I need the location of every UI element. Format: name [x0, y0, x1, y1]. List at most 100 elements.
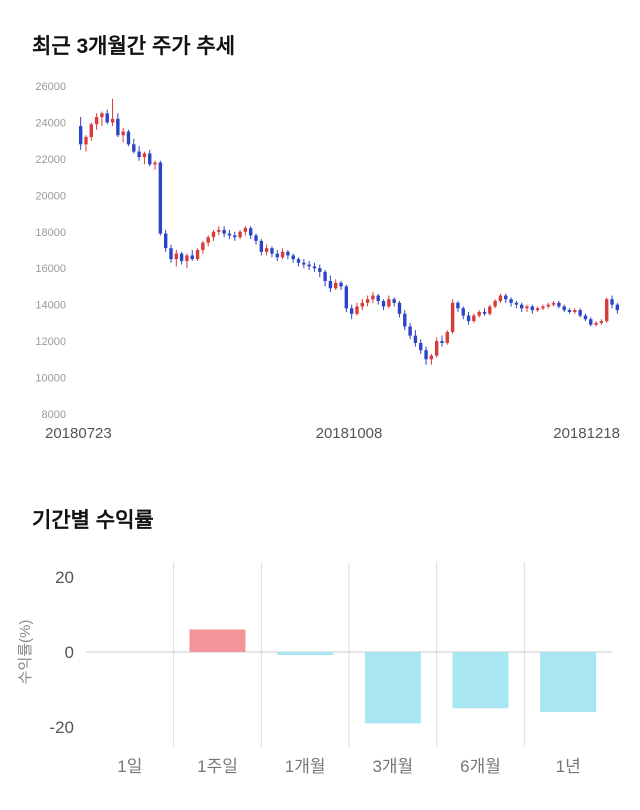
- returns-category-label: 6개월: [460, 757, 501, 776]
- candle-body: [472, 315, 476, 322]
- candle-body: [302, 262, 306, 265]
- candle-body: [434, 341, 439, 356]
- candle-body: [615, 304, 620, 311]
- candle-body: [403, 313, 407, 327]
- candle-body: [323, 271, 327, 281]
- candle-body: [381, 301, 386, 307]
- candle-body: [248, 228, 253, 236]
- candle-body: [280, 251, 285, 258]
- candle-body: [349, 308, 354, 314]
- candle-body: [312, 266, 317, 269]
- candle-body: [227, 233, 232, 236]
- candle-body: [142, 153, 147, 158]
- candle-body: [110, 118, 115, 123]
- candle-body: [551, 302, 556, 305]
- candle-body: [233, 235, 237, 238]
- price-y-tick: 10000: [35, 373, 66, 385]
- candle-body: [397, 302, 402, 314]
- candle-body: [195, 250, 200, 260]
- return-bar: [277, 652, 334, 655]
- return-bar: [364, 652, 421, 724]
- candle-body: [270, 248, 274, 254]
- candle-body: [493, 301, 497, 307]
- return-bar: [452, 652, 509, 709]
- candle-body: [413, 335, 418, 343]
- candle-body: [557, 302, 561, 307]
- candle-body: [275, 253, 279, 258]
- candle-body: [360, 302, 364, 307]
- price-y-tick: 22000: [35, 154, 66, 166]
- candle-body: [371, 295, 375, 300]
- candle-body: [440, 341, 444, 343]
- price-x-tick: 20181218: [553, 425, 620, 442]
- candle-body: [589, 319, 593, 325]
- price-y-tick: 20000: [35, 190, 66, 202]
- candle-body: [185, 255, 189, 261]
- candle-body: [445, 332, 450, 343]
- price-trend-title: 최근 3개월간 주가 추세: [32, 35, 236, 58]
- candle-body: [259, 240, 264, 252]
- candle-body: [190, 255, 194, 260]
- return-bar: [189, 629, 246, 652]
- price-y-tick: 14000: [35, 300, 66, 312]
- candle-body: [100, 113, 104, 117]
- candle-body: [121, 131, 125, 136]
- candle-body: [541, 306, 545, 309]
- candle-body: [84, 137, 88, 145]
- candle-body: [498, 295, 503, 302]
- returns-category-label: 1일: [117, 757, 142, 776]
- candle-body: [344, 286, 349, 309]
- candle-body: [126, 131, 131, 145]
- price-y-tick: 12000: [35, 336, 66, 348]
- candle-body: [530, 306, 535, 311]
- candle-body: [466, 315, 471, 322]
- returns-y-tick: -20: [49, 718, 74, 737]
- returns-y-tick: 20: [55, 568, 74, 587]
- candle-body: [148, 153, 152, 165]
- candle-body: [243, 228, 248, 232]
- price-candlestick-chart: 26000 24000 22000 20000 18000 16000 14000 12000…: [35, 81, 620, 442]
- candle-body: [509, 299, 513, 303]
- price-y-tick: 16000: [35, 263, 66, 275]
- candle-body: [456, 302, 460, 309]
- candle-body: [132, 144, 136, 152]
- price-y-tick: 26000: [35, 81, 66, 93]
- candle-body: [355, 306, 359, 314]
- returns-category-label: 3개월: [372, 757, 413, 776]
- returns-category-label: 1년: [556, 757, 581, 776]
- candle-body: [578, 310, 582, 316]
- candle-body: [174, 253, 179, 260]
- candle-body: [514, 302, 519, 305]
- candle-body: [238, 231, 242, 238]
- candle-body: [573, 310, 577, 312]
- candle-body: [339, 282, 343, 287]
- period-returns-title: 기간별 수익률: [32, 509, 154, 532]
- price-x-tick: 20180723: [45, 425, 112, 442]
- candle-body: [211, 231, 216, 238]
- returns-category-label: 1개월: [285, 757, 326, 776]
- returns-y-tick: 0: [65, 643, 74, 662]
- candle-body: [488, 306, 492, 314]
- candle-body: [89, 124, 93, 138]
- price-y-tick: 8000: [42, 409, 66, 421]
- candle-body: [334, 282, 338, 289]
- price-x-tick: 20181008: [316, 425, 383, 442]
- candle-body: [206, 237, 210, 243]
- candle-body: [201, 242, 205, 250]
- candle-body: [419, 342, 423, 351]
- candle-body: [153, 162, 157, 165]
- period-returns-bar-chart: 20 0 -20 수익률(%) 1일 1주일 1개월 3개월 6개월 1년: [17, 562, 612, 776]
- candle-body: [450, 302, 455, 332]
- candle-body: [504, 295, 508, 300]
- candle-body: [546, 304, 550, 307]
- candle-body: [429, 355, 434, 360]
- candle-body: [291, 255, 295, 260]
- candle-body: [567, 310, 572, 312]
- candle-body: [169, 248, 173, 260]
- candle-body: [535, 308, 540, 311]
- candle-body: [307, 264, 311, 267]
- candle-body: [599, 321, 604, 323]
- candle-body: [605, 299, 609, 322]
- price-y-tick: 24000: [35, 117, 66, 129]
